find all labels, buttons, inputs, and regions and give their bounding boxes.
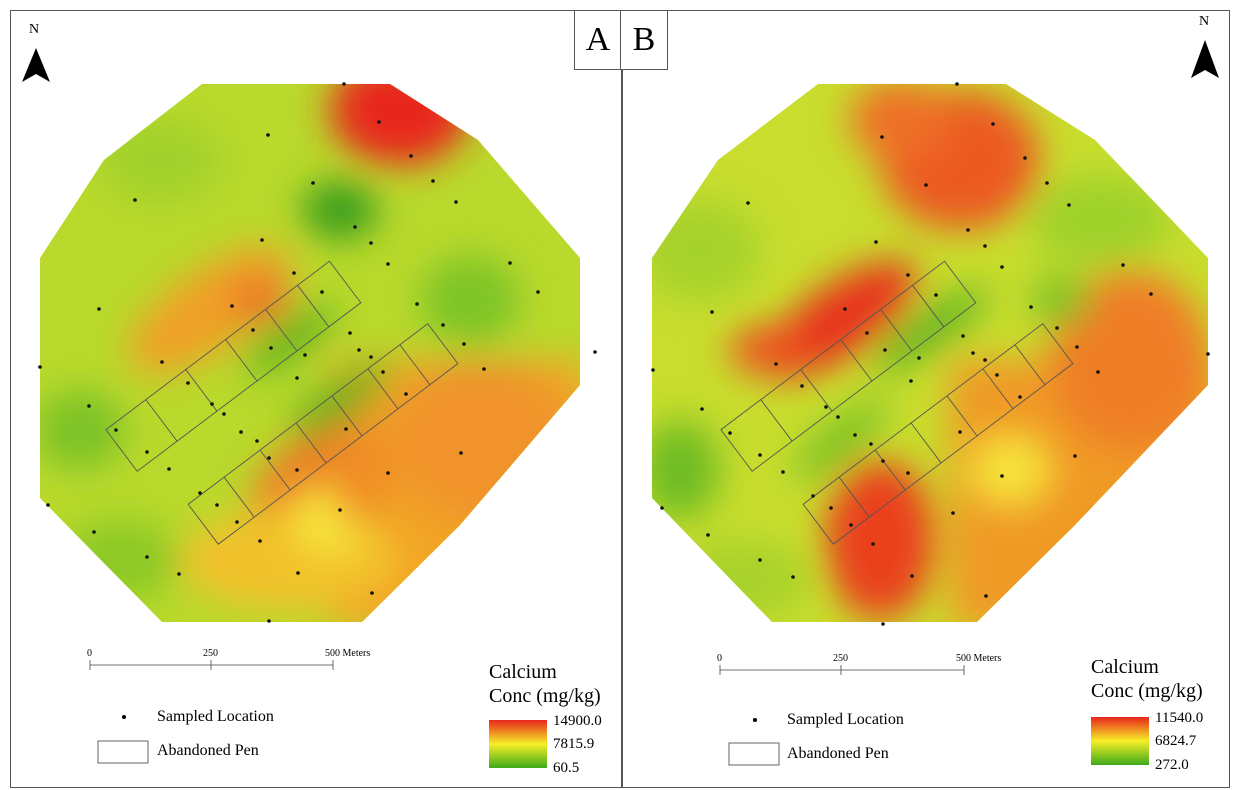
panel-a-scale-tick-0: 0 <box>87 648 92 659</box>
panel-a-abandoned-pens <box>105 260 459 545</box>
panel-a-key-pen-label: Abandoned Pen <box>157 742 259 759</box>
panel-a-scale-tick-250: 250 <box>203 648 218 659</box>
panel-b-key-point-symbol <box>753 718 757 722</box>
panel-a-north-arrow-icon <box>22 48 50 82</box>
panel-a-legend-title-1: Calcium <box>489 661 557 683</box>
panel-a-key-point-label: Sampled Location <box>157 708 274 725</box>
panel-b-label: B <box>620 10 668 70</box>
panel-b-scale-bar <box>719 665 965 675</box>
panel-b-sample-points <box>651 82 1210 626</box>
panel-a-key-pen-symbol <box>97 740 149 764</box>
panel-b-scale-tick-0: 0 <box>717 653 722 664</box>
panel-a-sample-points <box>38 82 597 623</box>
panel-b-frame <box>622 10 1230 788</box>
panel-b-legend-mid: 6824.7 <box>1155 733 1197 749</box>
panel-a-legend-ramp <box>489 720 547 768</box>
panel-a-scale-tick-500: 500 Meters <box>325 648 371 659</box>
panel-a-legend-title-2: Conc (mg/kg) <box>489 685 601 707</box>
panel-a-north-label: N <box>29 22 40 37</box>
panel-b-scale-tick-250: 250 <box>833 653 848 664</box>
panel-a-label: A <box>574 10 622 70</box>
panel-b-key-pen-label: Abandoned Pen <box>787 745 889 762</box>
panel-b-concentration-surface <box>652 84 1208 622</box>
panel-b-north-label: N <box>1199 14 1210 29</box>
panel-b-legend-max: 11540.0 <box>1155 710 1204 726</box>
panel-a-concentration-surface <box>40 84 580 622</box>
panel-b-key-point-label: Sampled Location <box>787 711 904 728</box>
panel-b-scale-tick-500: 500 Meters <box>956 653 1002 664</box>
panel-a-key-point-symbol <box>122 715 126 719</box>
panel-b-legend-ramp <box>1091 717 1149 765</box>
panel-a-frame <box>10 10 622 788</box>
panel-a-legend-mid: 7815.9 <box>553 736 595 752</box>
panel-b-north-arrow-icon <box>1191 40 1219 78</box>
panel-a-legend-min: 60.5 <box>553 760 580 776</box>
panel-b-legend-title-1: Calcium <box>1091 656 1159 678</box>
panel-b-legend-title-2: Conc (mg/kg) <box>1091 680 1203 702</box>
panel-b-key-pen-symbol <box>728 742 780 766</box>
panel-a-legend-max: 14900.0 <box>553 713 602 729</box>
panel-b-legend-min: 272.0 <box>1155 757 1189 773</box>
panel-a-scale-bar <box>89 660 334 670</box>
panel-b-abandoned-pens <box>720 260 1074 545</box>
